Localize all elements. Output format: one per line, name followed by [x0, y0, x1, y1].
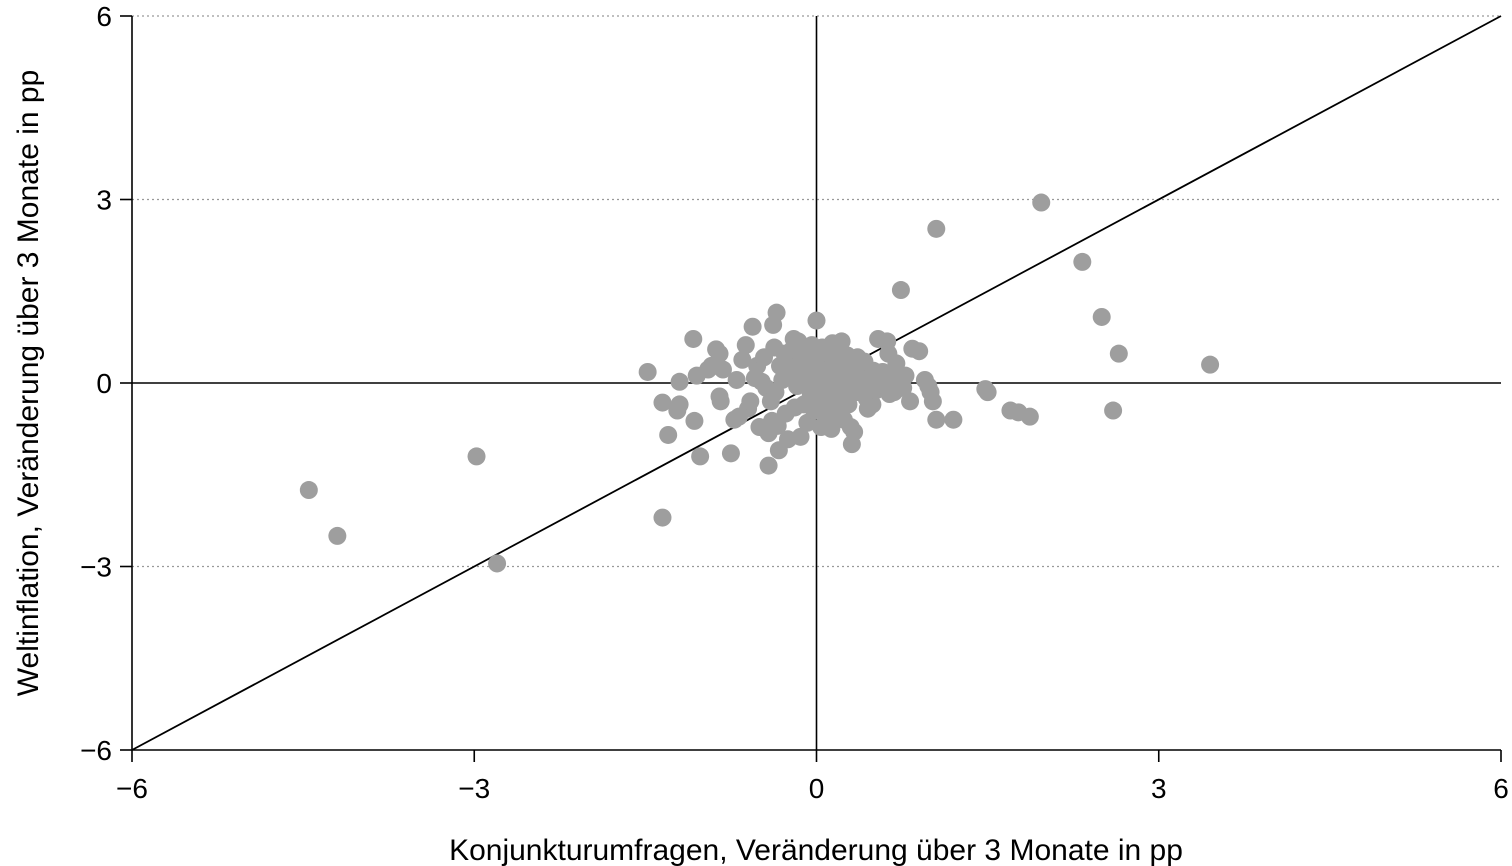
scatter-point — [887, 354, 906, 373]
data-points — [299, 193, 1220, 573]
scatter-point — [1092, 307, 1111, 326]
x-axis-title: Konjunkturumfragen, Veränderung über 3 M… — [449, 834, 1183, 866]
scatter-point — [927, 410, 946, 429]
scatter-point — [670, 372, 689, 391]
y-tick-label: −3 — [80, 552, 112, 583]
scatter-point — [1201, 355, 1220, 374]
axes — [120, 15, 1502, 762]
scatter-point — [713, 360, 732, 379]
scatter-point — [743, 317, 762, 336]
tick-labels: −6 −3 0 3 6 −6 −3 0 3 6 — [80, 1, 1509, 804]
scatter-point — [638, 362, 657, 381]
scatter-point — [685, 411, 704, 430]
scatter-point — [1032, 193, 1051, 212]
scatter-point — [659, 425, 678, 444]
x-tick-label: −6 — [116, 773, 148, 804]
scatter-point — [807, 311, 826, 330]
scatter-point — [653, 393, 672, 412]
scatter-point — [978, 383, 997, 402]
scatter-point — [684, 329, 703, 348]
scatter-point — [759, 456, 778, 475]
scatter-point — [488, 554, 507, 573]
scatter-point — [863, 395, 882, 414]
scatter-point — [767, 303, 786, 322]
scatter-point — [910, 342, 929, 361]
y-tick-label: 3 — [96, 185, 112, 216]
scatter-point — [711, 392, 730, 411]
x-tick-label: 6 — [1493, 773, 1509, 804]
y-axis-title: Weltinflation, Veränderung über 3 Monate… — [12, 70, 45, 697]
scatter-point — [896, 366, 915, 385]
scatter-point — [299, 481, 318, 500]
scatter-point — [901, 392, 920, 411]
y-tick-label: −6 — [80, 735, 112, 766]
scatter-point — [727, 370, 746, 389]
x-tick-label: 0 — [809, 773, 825, 804]
scatter-point — [691, 447, 710, 466]
grid-lines — [132, 15, 1501, 568]
scatter-point — [845, 422, 864, 441]
scatter-point — [1020, 407, 1039, 426]
scatter-point — [927, 219, 946, 238]
y-tick-label: 0 — [96, 368, 112, 399]
scatter-point — [791, 427, 810, 446]
x-tick-label: 3 — [1151, 773, 1167, 804]
scatter-point — [1073, 252, 1092, 271]
scatter-point — [710, 344, 729, 363]
scatter-point — [741, 392, 760, 411]
scatter-point — [822, 419, 841, 438]
scatter-point — [670, 395, 689, 414]
scatter-point — [832, 332, 851, 351]
scatter-point — [1109, 344, 1128, 363]
scatter-point — [944, 410, 963, 429]
x-tick-label: −3 — [458, 773, 490, 804]
scatter-point — [733, 350, 752, 369]
scatter-point — [653, 508, 672, 527]
scatter-point — [328, 526, 347, 545]
scatter-point — [467, 447, 486, 466]
scatter-point — [923, 392, 942, 411]
scatter-point — [721, 444, 740, 463]
scatter-point — [1104, 401, 1123, 420]
y-tick-label: 6 — [96, 1, 112, 32]
scatter-point — [736, 336, 755, 355]
scatter-point — [891, 281, 910, 300]
